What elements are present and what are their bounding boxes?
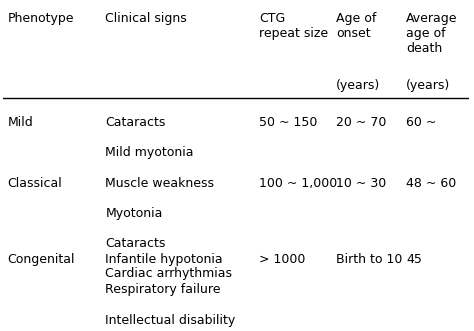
Text: 60 ~: 60 ~ xyxy=(406,116,437,129)
Text: Average
age of
death: Average age of death xyxy=(406,12,458,55)
Text: Clinical signs: Clinical signs xyxy=(105,12,187,25)
Text: Birth to 10: Birth to 10 xyxy=(337,253,403,266)
Text: CTG
repeat size: CTG repeat size xyxy=(259,12,328,40)
Text: (years): (years) xyxy=(406,79,451,92)
Text: Infantile hypotonia: Infantile hypotonia xyxy=(105,253,223,266)
Text: Respiratory failure: Respiratory failure xyxy=(105,283,221,296)
Text: Cataracts: Cataracts xyxy=(105,237,166,250)
Text: Age of
onset: Age of onset xyxy=(337,12,377,40)
Text: Mild myotonia: Mild myotonia xyxy=(105,146,194,159)
Text: 50 ~ 150: 50 ~ 150 xyxy=(259,116,318,129)
Text: > 1000: > 1000 xyxy=(259,253,306,266)
Text: Intellectual disability: Intellectual disability xyxy=(105,314,236,327)
Text: Cataracts: Cataracts xyxy=(105,116,166,129)
Text: 20 ~ 70: 20 ~ 70 xyxy=(337,116,387,129)
Text: (years): (years) xyxy=(337,79,381,92)
Text: Classical: Classical xyxy=(8,176,62,190)
Text: Phenotype: Phenotype xyxy=(8,12,74,25)
Text: Congenital: Congenital xyxy=(8,253,75,266)
Text: Cardiac arrhythmias: Cardiac arrhythmias xyxy=(105,267,232,280)
Text: 10 ~ 30: 10 ~ 30 xyxy=(337,176,387,190)
Text: 100 ~ 1,000: 100 ~ 1,000 xyxy=(259,176,337,190)
Text: 45: 45 xyxy=(406,253,422,266)
Text: Myotonia: Myotonia xyxy=(105,207,163,220)
Text: Muscle weakness: Muscle weakness xyxy=(105,176,214,190)
Text: Mild: Mild xyxy=(8,116,33,129)
Text: 48 ~ 60: 48 ~ 60 xyxy=(406,176,456,190)
